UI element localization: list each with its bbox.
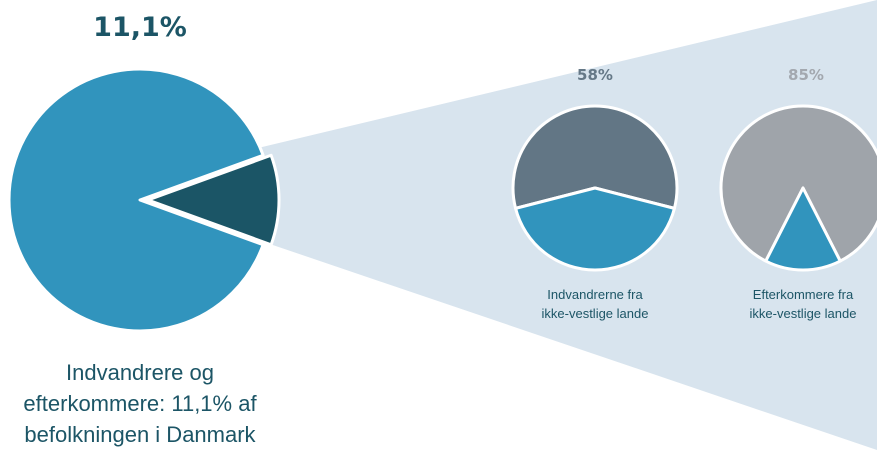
pie-descendants (719, 104, 877, 272)
pie-slice-highlight (146, 153, 281, 247)
pie-slice-other (511, 104, 679, 210)
immigrants-percent-label: 58% (577, 66, 613, 84)
immigrants-caption-line-1: Indvandrerne fra (547, 287, 643, 302)
pie-slice-highlight (764, 186, 842, 272)
main-caption-line-1: Indvandrere og (66, 360, 214, 385)
pie-total-population (7, 67, 281, 333)
pie-slice-other (719, 104, 877, 263)
immigrants-caption-line-2: ikke-vestlige lande (542, 306, 649, 321)
descendants-caption-line-1: Efterkommere fra (753, 287, 854, 302)
pie-slice-rest (7, 67, 265, 333)
main-caption-line-3: befolkningen i Danmark (24, 422, 256, 447)
pie-immigrants (511, 104, 679, 272)
main-pie-percent-label: 11,1% (93, 12, 187, 43)
pie-slice-highlight (514, 186, 676, 272)
descendants-percent-label: 85% (788, 66, 824, 84)
descendants-caption-line-2: ikke-vestlige lande (750, 306, 857, 321)
main-caption-line-2: efterkommere: 11,1% af (23, 391, 257, 416)
